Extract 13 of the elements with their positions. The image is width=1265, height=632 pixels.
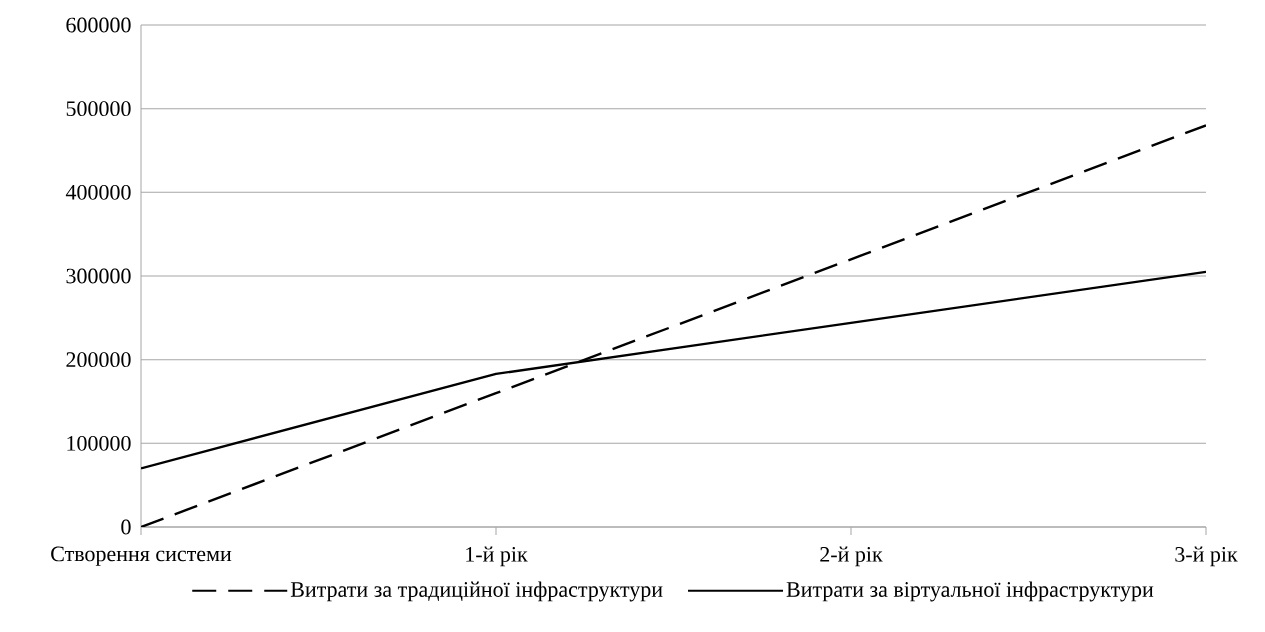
y-tick-label: 600000: [66, 17, 131, 33]
y-tick-label: 400000: [65, 184, 131, 200]
legend-label: Витрати за традиційної інфраструктури: [290, 581, 663, 602]
y-tick-label: 100000: [67, 435, 131, 451]
y-tick-label: 300000: [66, 268, 131, 284]
x-tick-label: 3-й рік: [1175, 546, 1238, 567]
legend-label: Витрати за віртуальної інфраструктури: [786, 581, 1154, 602]
x-tick-label: 1-й рік: [466, 546, 528, 567]
y-tick-label: 200000: [66, 352, 131, 368]
x-tick-label: 2-й рік: [820, 546, 883, 567]
x-tick-label: Створення системи: [51, 546, 232, 566]
y-tick-label: 0: [121, 519, 131, 535]
y-tick-label: 500000: [66, 101, 131, 117]
